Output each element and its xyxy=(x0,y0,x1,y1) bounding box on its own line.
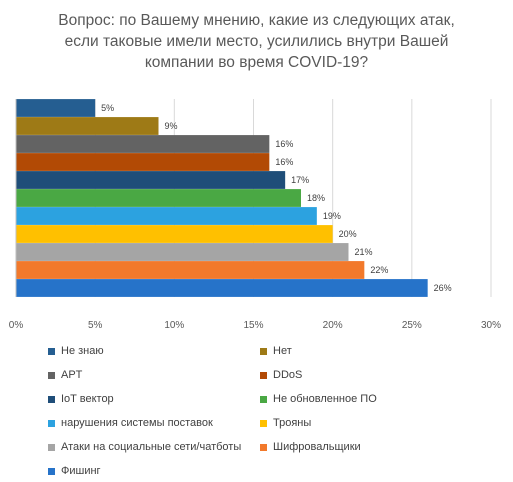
data-label: 26% xyxy=(434,283,452,293)
chart-title-line-1: Вопрос: по Вашему мнению, какие из следу… xyxy=(58,12,455,29)
data-label: 9% xyxy=(165,121,178,131)
data-label: 20% xyxy=(339,229,357,239)
bar xyxy=(16,243,349,261)
x-tick-label: 25% xyxy=(402,320,422,331)
data-label: 22% xyxy=(370,265,388,275)
bar xyxy=(16,171,286,189)
data-label: 5% xyxy=(101,103,114,113)
x-tick-label: 20% xyxy=(323,320,343,331)
bar xyxy=(16,279,428,297)
x-tick-label: 0% xyxy=(9,320,24,331)
x-tick-label: 5% xyxy=(88,320,103,331)
x-tick-label: 10% xyxy=(164,320,184,331)
bar xyxy=(16,261,365,279)
chart-title: Вопрос: по Вашему мнению, какие из следу… xyxy=(0,10,513,73)
x-tick-label: 30% xyxy=(481,320,501,331)
data-label: 18% xyxy=(307,193,325,203)
chart-title-line-3: компании во время COVID-19? xyxy=(144,54,369,71)
data-label: 17% xyxy=(291,175,309,185)
bar xyxy=(16,153,270,171)
bar xyxy=(16,189,301,207)
bar xyxy=(16,207,317,225)
bar xyxy=(16,117,159,135)
x-tick-label: 15% xyxy=(243,320,263,331)
data-label: 16% xyxy=(275,157,293,167)
chart-title-line-2: если таковые имели место, усилились внут… xyxy=(64,33,449,50)
data-label: 16% xyxy=(275,139,293,149)
bar xyxy=(16,99,96,117)
bar xyxy=(16,225,333,243)
data-label: 21% xyxy=(355,247,373,257)
bar xyxy=(16,135,270,153)
data-label: 19% xyxy=(323,211,341,221)
